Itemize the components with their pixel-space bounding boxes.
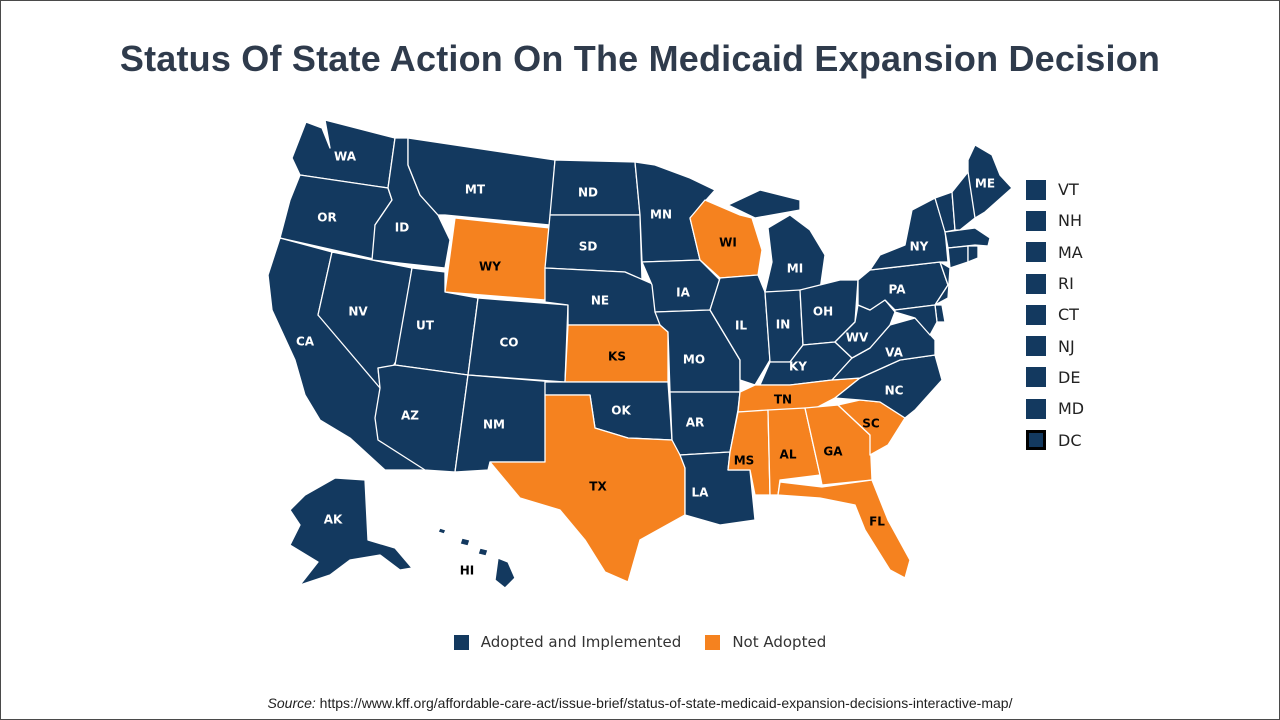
label-OK: OK	[611, 404, 631, 418]
small-state-label: DC	[1058, 430, 1082, 450]
state-CT[interactable]	[947, 245, 969, 269]
small-state-item: RI	[1026, 268, 1084, 299]
swatch-icon	[1026, 336, 1046, 357]
state-NM[interactable]	[454, 374, 556, 473]
label-AZ: AZ	[401, 409, 419, 423]
label-IA: IA	[676, 286, 690, 300]
state-FL[interactable]	[777, 479, 911, 579]
swatch-icon	[1026, 304, 1046, 325]
legend-label: Adopted and Implemented	[480, 633, 682, 651]
swatch-icon	[1026, 398, 1046, 419]
label-MI: MI	[787, 262, 803, 276]
label-NM: NM	[483, 418, 505, 432]
label-VA: VA	[885, 346, 903, 360]
label-AK: AK	[324, 513, 343, 527]
legend-label: Not Adopted	[732, 633, 827, 651]
small-state-item: DE	[1026, 362, 1084, 393]
label-AL: AL	[780, 448, 797, 462]
swatch-icon	[1026, 430, 1046, 451]
state-AK[interactable]	[289, 477, 413, 586]
small-state-item: NH	[1026, 205, 1084, 236]
label-CA: CA	[296, 335, 315, 349]
label-WV: WV	[846, 331, 869, 345]
state-TX[interactable]	[489, 394, 686, 583]
label-HI: HI	[460, 564, 475, 578]
small-state-label: MD	[1058, 399, 1085, 419]
legend-item-adopted: Adopted and Implemented	[453, 633, 682, 651]
state-WV[interactable]	[834, 299, 896, 359]
legend-swatch-icon	[705, 634, 721, 650]
label-NV: NV	[348, 305, 368, 319]
swatch-icon	[1026, 273, 1046, 294]
label-IL: IL	[735, 319, 747, 333]
label-UT: UT	[416, 319, 435, 333]
small-states-legend: VT NH MA RI CT NJ DE MD DC	[1026, 174, 1084, 456]
label-GA: GA	[823, 445, 843, 459]
page-title: Status Of State Action On The Medicaid E…	[119, 38, 1161, 79]
label-SD: SD	[579, 240, 598, 254]
label-NE: NE	[591, 294, 609, 308]
state-AR[interactable]	[669, 391, 741, 456]
label-MS: MS	[734, 454, 755, 468]
label-SC: SC	[862, 417, 880, 431]
state-labels: WA OR CA ID NV MT WY UT AZ CO NM ND SD N…	[296, 150, 995, 578]
small-state-label: DE	[1058, 367, 1081, 387]
label-WA: WA	[334, 150, 357, 164]
small-state-label: VT	[1058, 180, 1079, 200]
label-KY: KY	[789, 360, 807, 374]
legend-swatch-icon	[453, 634, 469, 650]
state-NH[interactable]	[951, 171, 976, 231]
label-WI: WI	[719, 236, 737, 250]
label-ME: ME	[975, 177, 995, 191]
label-MT: MT	[465, 183, 486, 197]
source-note: Source: https://www.kff.org/affordable-c…	[0, 695, 1280, 711]
small-state-label: MA	[1058, 242, 1083, 262]
source-prefix: Source:	[267, 695, 316, 711]
source-url[interactable]: https://www.kff.org/affordable-care-act/…	[319, 695, 1013, 711]
label-WY: WY	[479, 260, 501, 274]
label-OH: OH	[813, 305, 833, 319]
label-AR: AR	[686, 416, 705, 430]
state-NY[interactable]	[869, 197, 949, 271]
state-MD[interactable]	[894, 304, 938, 336]
swatch-icon	[1026, 242, 1046, 263]
label-ID: ID	[395, 221, 409, 235]
small-state-label: RI	[1058, 274, 1074, 294]
label-LA: LA	[692, 486, 710, 500]
small-state-item: MD	[1026, 393, 1084, 424]
swatch-icon	[1026, 367, 1046, 388]
small-state-label: NJ	[1058, 336, 1075, 356]
swatch-icon	[1026, 210, 1046, 231]
state-HI[interactable]	[437, 527, 516, 589]
label-NC: NC	[885, 384, 904, 398]
label-MO: MO	[683, 353, 705, 367]
small-state-label: CT	[1058, 305, 1079, 325]
state-RI[interactable]	[967, 245, 979, 263]
map-legend: Adopted and Implemented Not Adopted	[0, 633, 1280, 651]
small-state-label: NH	[1058, 211, 1082, 231]
small-state-item: DC	[1026, 424, 1084, 455]
state-KS[interactable]	[564, 324, 669, 383]
label-PA: PA	[889, 283, 907, 297]
label-NY: NY	[910, 240, 929, 254]
label-FL: FL	[869, 515, 885, 529]
state-NJ[interactable]	[934, 261, 951, 306]
label-TX: TX	[589, 480, 607, 494]
label-KS: KS	[608, 350, 626, 364]
state-MA[interactable]	[944, 227, 991, 249]
small-state-item: CT	[1026, 299, 1084, 330]
label-TN: TN	[774, 393, 792, 407]
label-OR: OR	[317, 211, 336, 225]
label-ND: ND	[578, 186, 598, 200]
label-MN: MN	[650, 208, 672, 222]
label-IN: IN	[776, 318, 791, 332]
small-state-item: MA	[1026, 237, 1084, 268]
legend-item-not-adopted: Not Adopted	[705, 633, 826, 651]
swatch-icon	[1026, 179, 1046, 200]
small-state-item: NJ	[1026, 330, 1084, 361]
small-state-item: VT	[1026, 174, 1084, 205]
label-CO: CO	[499, 336, 518, 350]
